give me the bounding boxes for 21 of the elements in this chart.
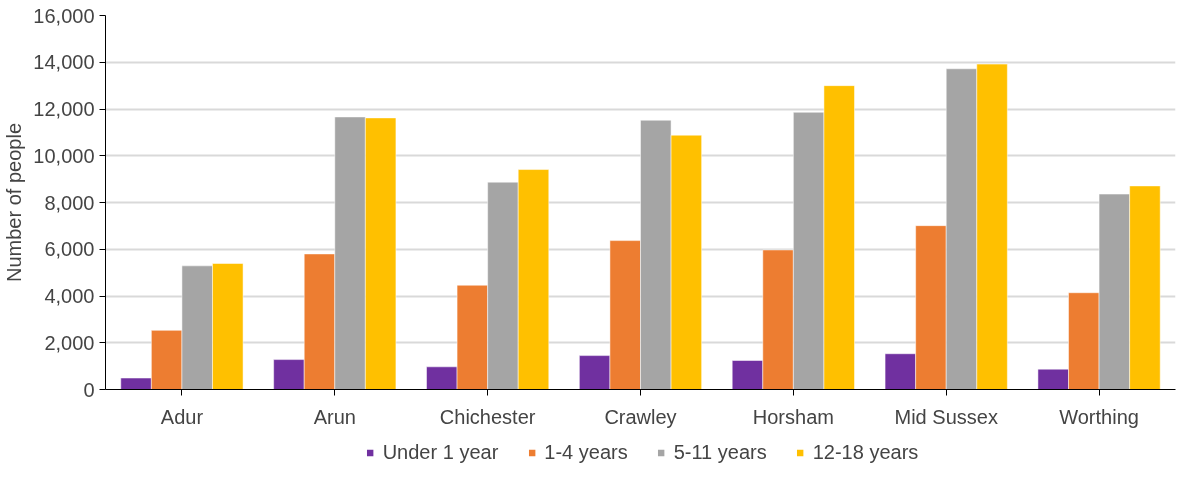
y-tick-label: 14,000 bbox=[33, 51, 95, 74]
y-tick-label: 2,000 bbox=[44, 331, 95, 354]
x-tick-label: Arun bbox=[313, 405, 356, 428]
x-tick-label: Horsham bbox=[752, 405, 834, 428]
x-tick-label: Chichester bbox=[439, 405, 536, 428]
y-tick-label: 16,000 bbox=[33, 4, 95, 27]
legend-label: 12-18 years bbox=[812, 440, 919, 464]
legend-label: 1-4 years bbox=[544, 440, 628, 464]
y-tick-label: 6,000 bbox=[44, 238, 95, 261]
legend-label: 5-11 years bbox=[673, 440, 767, 464]
legend-label: Under 1 year bbox=[382, 440, 499, 464]
y-tick-label: 12,000 bbox=[33, 98, 95, 120]
x-tick-label: Crawley bbox=[604, 405, 677, 428]
x-tick-label: Mid Sussex bbox=[894, 405, 998, 428]
x-tick-label: Worthing bbox=[1059, 405, 1139, 428]
y-tick-label: 8,000 bbox=[44, 191, 95, 214]
y-tick-label: 0 bbox=[83, 378, 95, 401]
y-tick-label: 10,000 bbox=[33, 144, 95, 167]
y-tick-label: 4,000 bbox=[44, 285, 95, 307]
y-axis-title: Number of people bbox=[3, 123, 26, 282]
x-tick-label: Adur bbox=[160, 405, 204, 428]
